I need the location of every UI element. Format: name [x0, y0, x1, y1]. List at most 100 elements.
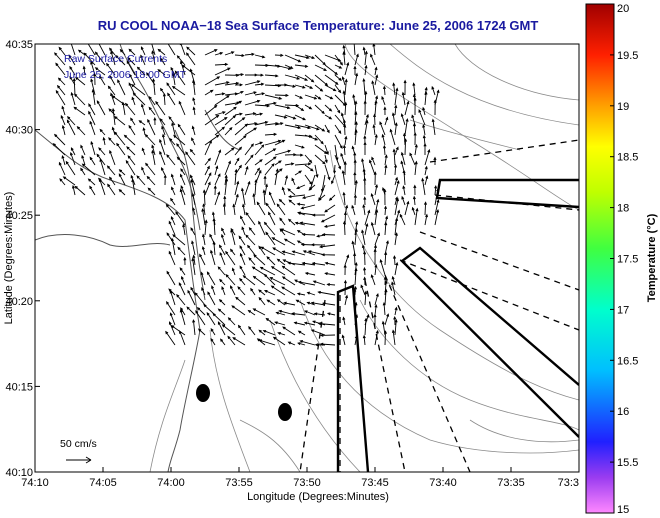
colorbar-tick-label: 16.5 — [617, 355, 638, 367]
current-vector — [319, 342, 336, 346]
current-vector — [80, 167, 86, 176]
current-vector — [413, 132, 417, 146]
current-vector — [287, 261, 306, 266]
current-vector — [107, 85, 116, 96]
current-vector — [151, 149, 156, 166]
current-vector — [258, 329, 266, 336]
current-vector — [253, 254, 266, 266]
current-vector — [157, 69, 166, 76]
current-vector — [147, 118, 156, 136]
current-vector — [421, 177, 426, 196]
colorbar-tick-label: 16 — [617, 406, 629, 418]
current-vector — [172, 234, 186, 246]
current-vector — [342, 220, 346, 236]
current-vector — [411, 206, 416, 216]
current-vector — [169, 137, 176, 146]
current-vector — [252, 193, 256, 206]
current-vector — [301, 261, 316, 266]
current-vector — [178, 282, 186, 296]
current-vector — [374, 209, 379, 226]
current-vector — [254, 54, 266, 59]
current-vector — [252, 308, 266, 316]
current-vector — [165, 203, 176, 216]
current-vector — [304, 104, 313, 110]
current-vector — [204, 104, 218, 116]
current-vector — [372, 124, 376, 136]
current-vector — [157, 48, 166, 56]
current-vector — [224, 51, 235, 56]
current-vector — [291, 250, 306, 256]
current-vector — [83, 52, 96, 66]
current-vector — [170, 325, 186, 336]
current-vector — [373, 313, 377, 325]
current-vector — [414, 207, 419, 226]
current-vector — [179, 60, 186, 76]
current-vector — [392, 148, 396, 166]
current-vector — [260, 246, 276, 256]
current-vector — [269, 277, 286, 286]
current-vector — [201, 208, 206, 226]
current-vector — [404, 100, 410, 116]
current-vector — [264, 148, 277, 156]
current-vector — [263, 273, 276, 286]
current-vector — [394, 179, 400, 196]
current-vector — [247, 309, 256, 316]
colorbar — [585, 3, 615, 514]
current-vector — [244, 91, 257, 96]
current-vector — [279, 217, 286, 226]
current-vector — [210, 249, 216, 266]
current-vector — [204, 89, 214, 96]
current-vector — [361, 229, 366, 246]
current-vector — [284, 64, 294, 69]
current-vector — [271, 237, 286, 246]
current-vector — [179, 308, 186, 326]
current-vector — [127, 57, 136, 66]
current-vector — [219, 251, 226, 266]
y-tick-label: 40:20 — [5, 296, 33, 308]
current-vector — [131, 83, 146, 96]
current-vector — [169, 312, 176, 326]
current-vector — [317, 290, 336, 296]
current-vector — [77, 49, 86, 56]
current-vector — [274, 168, 283, 176]
current-vector — [254, 112, 264, 116]
current-vector — [250, 287, 256, 296]
current-vector — [244, 154, 254, 166]
current-vector — [294, 84, 306, 89]
x-tick-label: 73:3 — [558, 477, 579, 489]
current-vector — [372, 44, 376, 56]
current-vector — [234, 100, 243, 106]
current-vector — [381, 133, 386, 146]
current-vector — [424, 148, 431, 166]
current-vector — [304, 54, 316, 59]
current-vector — [334, 114, 347, 128]
current-vector — [394, 232, 398, 246]
current-vector — [326, 282, 336, 287]
current-vector — [214, 173, 221, 186]
current-vector — [166, 270, 176, 286]
current-vector — [394, 217, 399, 236]
current-vector — [363, 177, 367, 196]
current-vector — [254, 159, 263, 166]
current-vector — [354, 111, 358, 126]
current-vector — [153, 116, 157, 126]
current-vector — [354, 53, 359, 66]
station-marker — [278, 403, 292, 421]
current-vector — [180, 184, 186, 196]
current-vector — [344, 254, 350, 266]
current-vector — [176, 156, 186, 166]
x-tick-label: 73:45 — [361, 477, 389, 489]
current-vector — [221, 227, 226, 236]
current-vector — [116, 142, 126, 156]
current-vector — [227, 317, 236, 326]
current-vector — [294, 74, 309, 81]
current-vector — [434, 184, 438, 196]
current-vector — [303, 321, 316, 326]
current-vector — [334, 124, 342, 135]
colorbar-ticks: 20 19.5 19 18.5 18 17.5 17 16.5 16 15.5 15 — [610, 3, 638, 516]
current-vector — [224, 160, 231, 176]
current-vector — [147, 187, 156, 196]
colorbar-label: Temperature (°C) — [646, 213, 658, 302]
current-vector — [342, 90, 346, 106]
current-vector — [190, 179, 196, 196]
